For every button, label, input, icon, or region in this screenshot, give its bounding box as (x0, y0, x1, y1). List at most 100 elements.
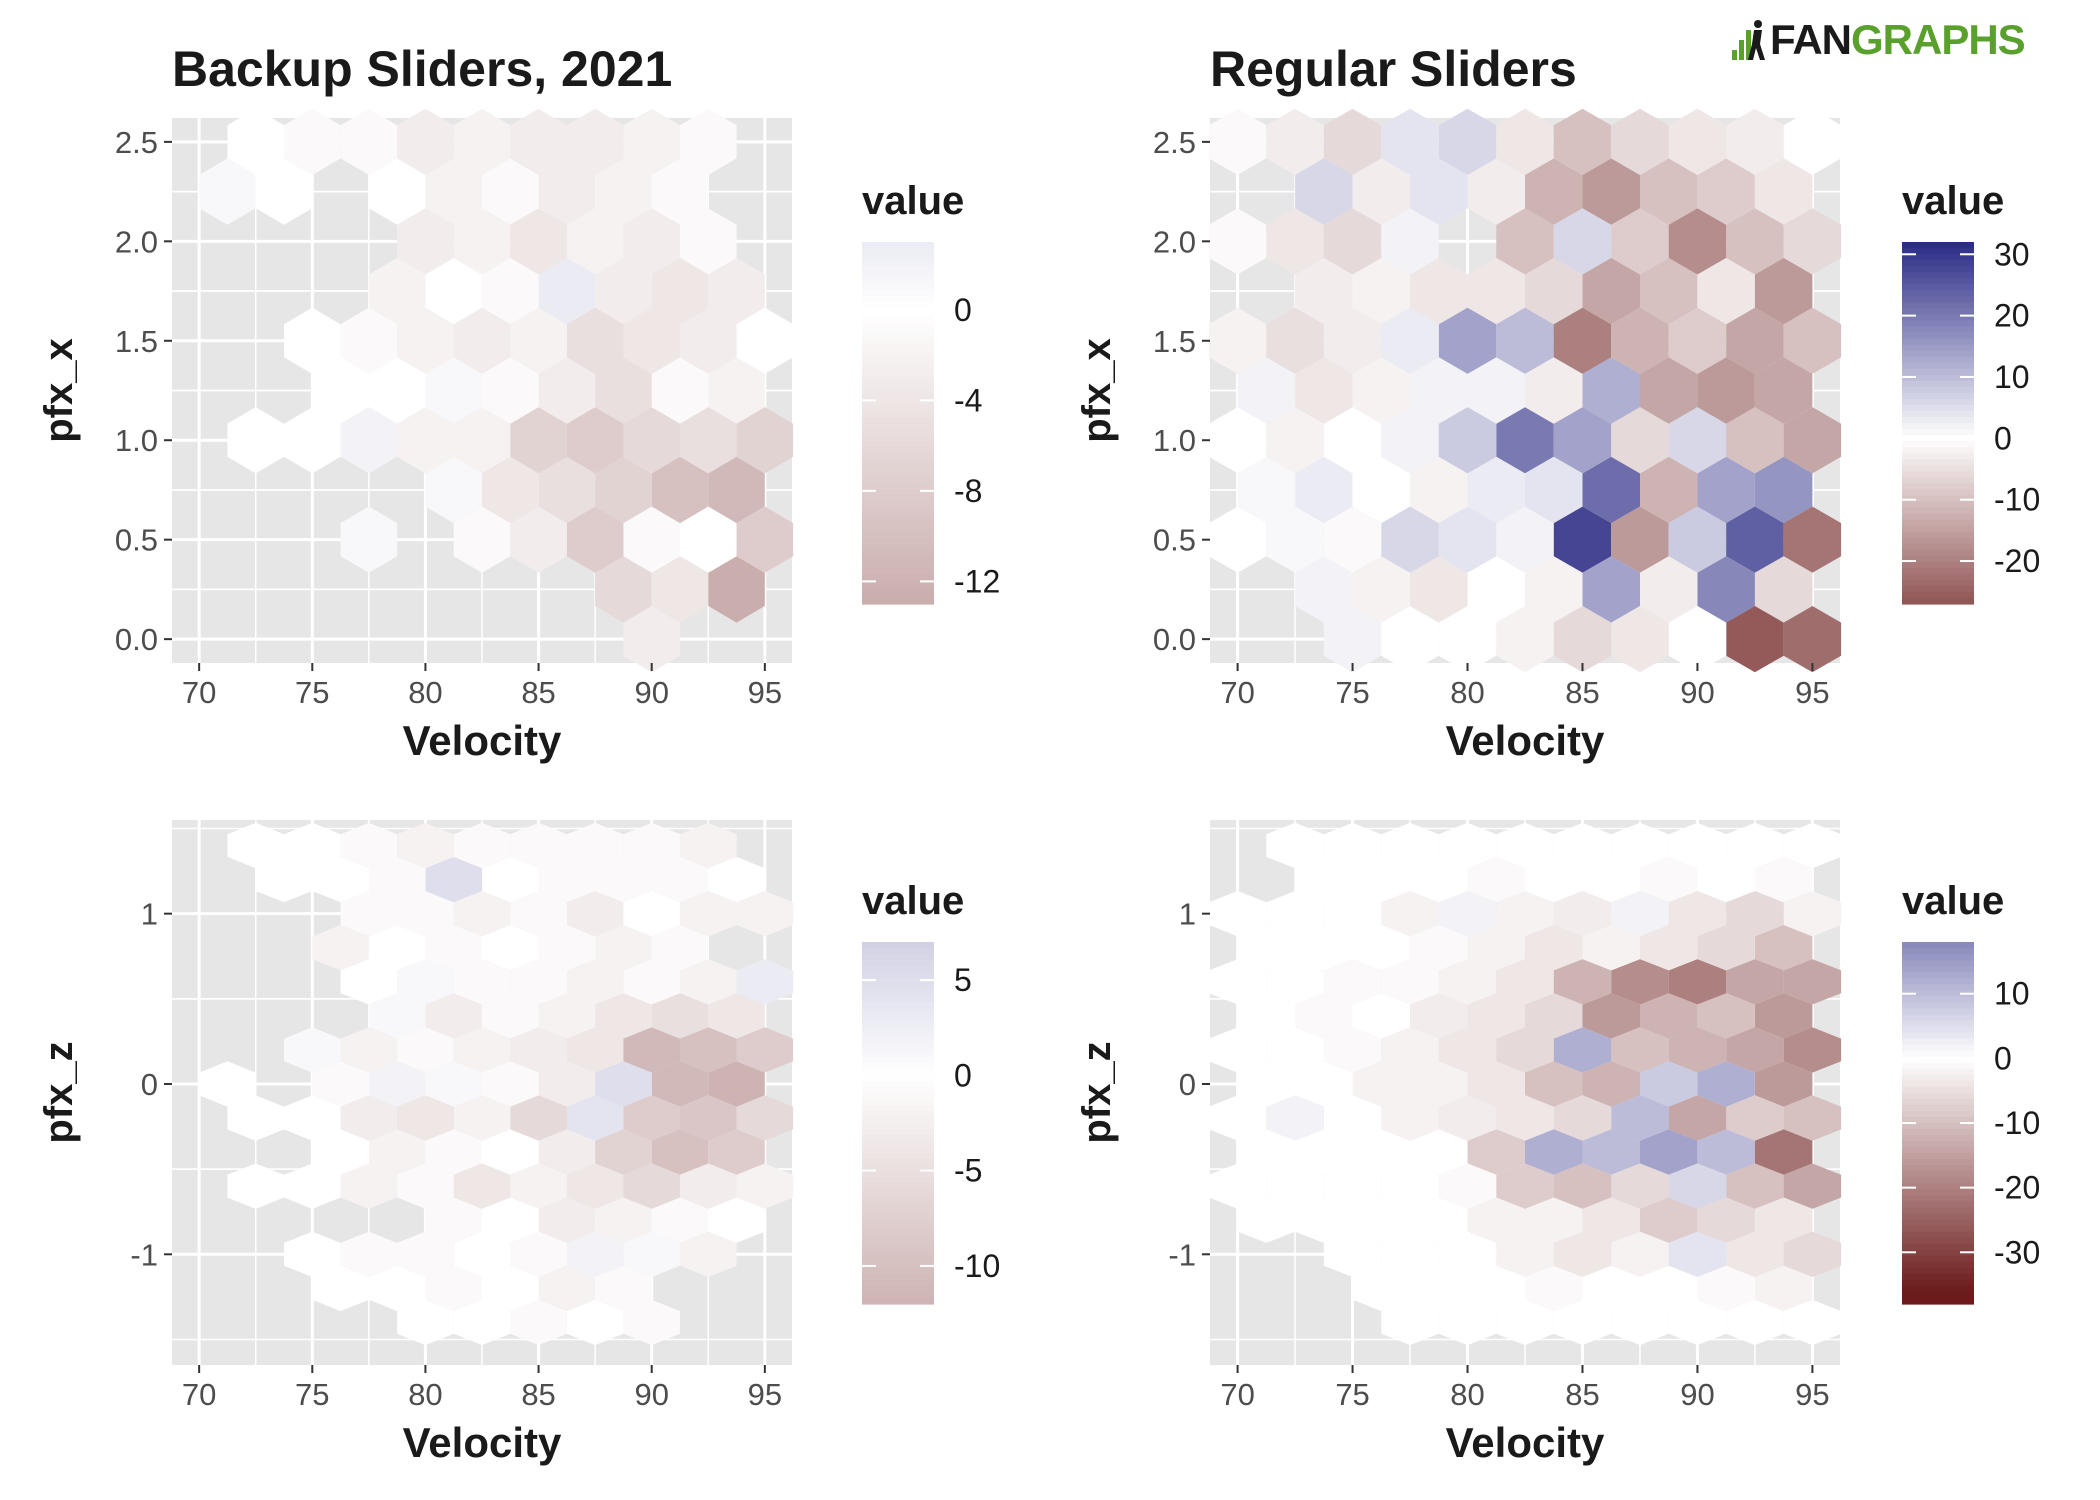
y-tick-label: 2.5 (1153, 125, 1196, 160)
hexbin-cell (1208, 1027, 1267, 1073)
legend-gradient-step (862, 1261, 934, 1269)
legend-gradient-step (1902, 344, 1974, 352)
hexbin-cell (1381, 1095, 1439, 1141)
legend-label: 0 (954, 292, 972, 328)
legend-gradient-step (862, 1225, 934, 1233)
hexbin-cell (1208, 108, 1267, 175)
hexbin-cell (1697, 1197, 1755, 1243)
hexbin-cell (453, 891, 511, 937)
hexbin-cell (340, 108, 398, 175)
hexbin-cell (651, 1197, 709, 1243)
hexbin-cell (1525, 456, 1583, 524)
legend-gradient-step (862, 453, 934, 460)
hexbin-cell (538, 1265, 596, 1312)
hexbin-cell (1611, 606, 1669, 673)
legend-gradient-step (1902, 1201, 1974, 1209)
hexbin-cell (510, 1095, 567, 1141)
hexbin-cell (1323, 108, 1382, 175)
legend-gradient-step (862, 579, 934, 587)
hexbin-cell (510, 1163, 567, 1209)
hexbin-cell (1381, 307, 1439, 374)
legend-gradient-step (862, 296, 934, 303)
hexbin-cell (368, 1061, 426, 1107)
hexbin-cell (595, 1129, 652, 1175)
legend-gradient-step (1902, 459, 1974, 466)
legend-gradient-step (1902, 501, 1974, 509)
hexbin-cell (1640, 556, 1698, 623)
legend-gradient-step (1902, 398, 1974, 406)
hexbin-cell (1754, 456, 1813, 524)
legend-gradient-step (862, 1123, 934, 1130)
hexbin-cell (566, 407, 624, 474)
y-axis-label: pfx_z (1075, 1041, 1119, 1143)
hexbin-cell (1726, 1163, 1784, 1209)
legend-gradient-step (1902, 1080, 1974, 1088)
legend-gradient-step (862, 591, 934, 599)
hexbin-cell (510, 959, 567, 1005)
legend-gradient-step (1902, 332, 1974, 340)
y-tick-label: 0.0 (115, 622, 158, 657)
hexbin-cell (1438, 959, 1497, 1005)
hexbin-cell (340, 959, 398, 1005)
hexbin-cell (680, 506, 737, 573)
hexbin-cell (1582, 1265, 1640, 1312)
legend-label: 20 (1994, 298, 2030, 334)
y-tick-label: 1.5 (1153, 324, 1196, 359)
legend-gradient-step (862, 344, 934, 352)
hexbin-cell (538, 456, 596, 524)
hexbin-cell (708, 556, 765, 623)
hexbin-cell (1438, 407, 1497, 474)
legend-gradient-step (862, 1032, 934, 1040)
hexbin-cell (1611, 1163, 1669, 1209)
legend-label: -10 (1994, 482, 2040, 518)
hexbin-cell (1783, 1231, 1842, 1277)
hexbin-cell (651, 1061, 709, 1107)
legend-gradient-step (862, 942, 934, 949)
legend-gradient-step (862, 1231, 934, 1239)
hexbin-cell (1323, 208, 1382, 275)
hexbin-cell (1668, 822, 1727, 869)
legend-gradient-step (1902, 555, 1974, 563)
legend: value 5 0 -5 -10 (862, 879, 1000, 1305)
x-tick-label: 80 (408, 675, 442, 710)
legend-gradient-step (862, 386, 934, 394)
x-tick-label: 95 (748, 675, 782, 710)
hexbin-cell (736, 1163, 794, 1209)
hexbin-cell (1237, 1197, 1296, 1243)
y-tick-label: 1.0 (1153, 423, 1196, 458)
hexbin-cell (651, 357, 709, 424)
hexbin-cell (538, 1061, 596, 1107)
legend-gradient-step (1902, 380, 1974, 388)
legend-gradient-step (1902, 338, 1974, 346)
legend-gradient-step (1902, 1135, 1974, 1142)
y-tick-label: 2.0 (115, 224, 158, 259)
panel-4: 70 75 80 85 90 95-101Velocitypfx_zvalue100-10… (1075, 820, 2040, 1466)
legend-gradient-step (862, 972, 934, 979)
hexbin-cell (1352, 1265, 1410, 1312)
hexbin-cell (651, 257, 709, 325)
legend-gradient-step (862, 948, 934, 955)
hexbin-cell (1410, 556, 1468, 623)
hexbin-cell (227, 108, 284, 175)
hexbin-cell (1640, 158, 1698, 225)
legend-gradient-step (862, 1104, 934, 1112)
hexbin-cell (1496, 891, 1554, 937)
legend-gradient-step (1902, 1243, 1974, 1251)
x-tick-label: 95 (1795, 1377, 1829, 1412)
hexbin-cell (1323, 891, 1382, 937)
panel-3: 70 75 80 85 90 95-101Velocitypfx_zvalue50-5-1… (37, 820, 1000, 1466)
hexbin-cell (1640, 1265, 1698, 1312)
hexbin-cell (1783, 606, 1842, 673)
legend-gradient-step (1902, 972, 1974, 979)
legend-gradient-step (1902, 1273, 1974, 1281)
hexbin-cell (1553, 1163, 1612, 1209)
legend-gradient-step (862, 585, 934, 593)
legend-gradient-step (1902, 1098, 1974, 1106)
hexbin-cell (1295, 993, 1353, 1039)
hexbin-cell (1323, 606, 1382, 673)
legend-gradient-step (862, 1171, 934, 1178)
hexbin-cell (1640, 925, 1698, 971)
hexbin-cell (566, 891, 624, 937)
hexbin-cell (1553, 959, 1612, 1005)
hexbin-cell (1352, 556, 1410, 623)
